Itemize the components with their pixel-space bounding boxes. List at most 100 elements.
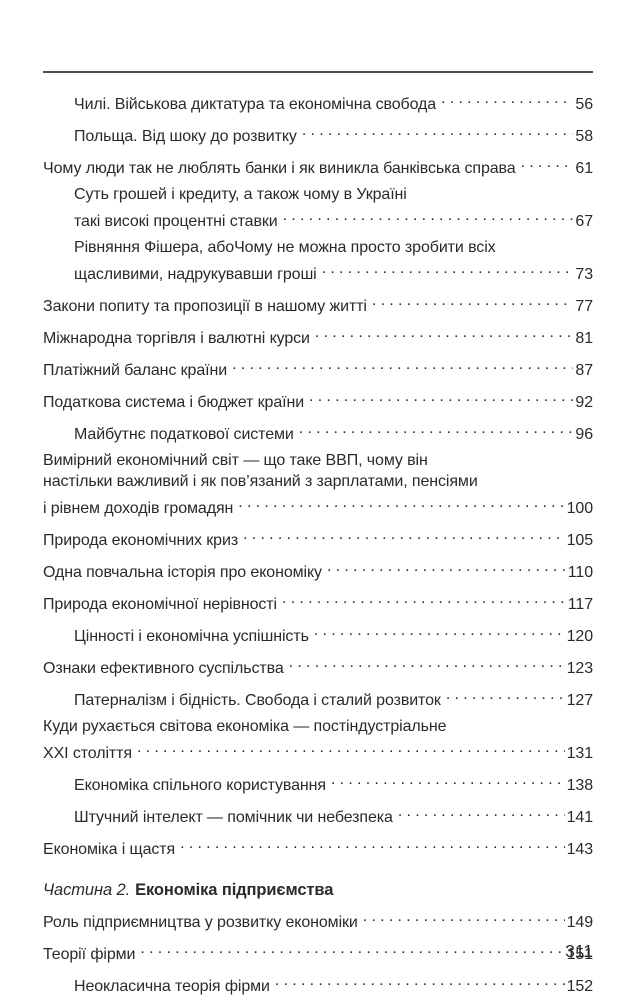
- toc-entry-text: Цінності і економічна успішність: [74, 628, 309, 645]
- toc-entry-text: Куди рухається світова економіка — пості…: [43, 718, 447, 735]
- toc-entry-row: Штучний інтелект — помічник чи небезпека…: [74, 801, 593, 828]
- toc-entry-row: Неокласична теорія фірми 152: [74, 970, 593, 997]
- toc-entry-page: 143: [566, 841, 594, 858]
- toc-entry-text: Теорії фірми: [43, 946, 136, 963]
- toc-entry-row: Патерналізм і бідність. Свобода і сталий…: [74, 684, 593, 711]
- toc-entry: Закони попиту та пропозиції в нашому жит…: [43, 290, 593, 317]
- toc-entry-text: Платіжний баланс країни: [43, 362, 228, 379]
- dot-leader: [270, 970, 567, 991]
- dot-leader: [297, 120, 576, 141]
- toc-entry-text: Чому люди так не люблять банки і як вини…: [43, 160, 516, 177]
- toc-entry-text: Закони попиту та пропозиції в нашому жит…: [43, 298, 367, 315]
- dot-leader: [516, 152, 576, 173]
- toc-entry-text: Природа економічної нерівності: [43, 596, 277, 613]
- toc-entry: Чому люди так не люблять банки і як вини…: [43, 152, 593, 179]
- toc-entry: Куди рухається світова економіка — пості…: [43, 716, 593, 764]
- toc-entry: Економіка і щастя 143: [43, 833, 593, 860]
- toc-entry-row: Одна повчальна історія про економіку 110: [43, 556, 593, 583]
- dot-leader: [367, 290, 576, 311]
- toc-entry-page: 96: [575, 426, 593, 443]
- toc-entry: Неокласична теорія фірми 152: [43, 970, 593, 997]
- toc-entry: Теорії фірми 151: [43, 938, 593, 965]
- dot-leader: [238, 524, 567, 545]
- toc-entry-row: такі високі процентні ставки 67: [74, 205, 593, 232]
- toc-entry-row: Польща. Від шоку до розвитку 58: [74, 120, 593, 147]
- dot-leader: [309, 620, 567, 641]
- dot-leader: [294, 418, 576, 439]
- toc-entry-text: Чилі. Військова диктатура та економічна …: [74, 96, 437, 113]
- toc-entry-text: Неокласична теорія фірми: [74, 978, 270, 995]
- toc-entry-page: 87: [575, 362, 593, 379]
- toc-entry-text: Майбутнє податкової системи: [74, 426, 294, 443]
- toc-entry-page: 141: [566, 809, 594, 826]
- toc-entry-row: ХХІ століття 131: [43, 737, 593, 764]
- dot-leader: [277, 588, 568, 609]
- toc-entry: Цінності і економічна успішність 120: [43, 620, 593, 647]
- toc-entry-page: 131: [566, 745, 594, 762]
- toc-entry-text: такі високі процентні ставки: [74, 213, 278, 230]
- toc-entry-page: 105: [566, 532, 594, 549]
- toc-entry-page: 117: [567, 596, 593, 613]
- toc-entry-page: 151: [566, 946, 594, 963]
- toc-entry-page: 110: [567, 564, 593, 581]
- toc-entry-row: Чому люди так не люблять банки і як вини…: [43, 152, 593, 179]
- dot-leader: [322, 556, 568, 577]
- toc-entry-text: Роль підприємництва у розвитку економіки: [43, 914, 358, 931]
- dot-leader: [175, 833, 567, 854]
- toc-entry-text: Штучний інтелект — помічник чи небезпека: [74, 809, 393, 826]
- toc-entry-text: Суть грошей і кредиту, а також чому в Ук…: [74, 186, 407, 203]
- toc-entry-text: Податкова система і бюджет країни: [43, 394, 305, 411]
- toc-entry-text: Економіка спільного користування: [74, 777, 326, 794]
- toc-entry-row: Економіка і щастя 143: [43, 833, 593, 860]
- toc-entry-text: Міжнародна торгівля і валютні курси: [43, 330, 310, 347]
- toc-entry: Чилі. Військова диктатура та економічна …: [43, 88, 593, 115]
- toc-entry-row: Міжнародна торгівля і валютні курси 81: [43, 322, 593, 349]
- toc-entry-page: 73: [575, 266, 593, 283]
- toc-entry: Ознаки ефективного суспільства 123: [43, 652, 593, 679]
- toc-entry-text: Патерналізм і бідність. Свобода і сталий…: [74, 692, 441, 709]
- dot-leader: [284, 652, 567, 673]
- toc-entry-row: Закони попиту та пропозиції в нашому жит…: [43, 290, 593, 317]
- toc-entry-text: щасливими, надрукувавши гроші: [74, 266, 317, 283]
- toc-entry: Рівняння Фішера, абоЧому не можна просто…: [43, 237, 593, 285]
- part-heading: Частина 2. Економіка підприємства: [43, 880, 593, 901]
- toc-entry-row: Роль підприємництва у розвитку економіки…: [43, 906, 593, 933]
- toc-entry-page: 77: [575, 298, 593, 315]
- toc-entry-row: щасливими, надрукувавши гроші 73: [74, 258, 593, 285]
- dot-leader: [310, 322, 575, 343]
- toc-entry-text: Ознаки ефективного суспільства: [43, 660, 284, 677]
- toc-entry-text: ХХІ століття: [43, 745, 132, 762]
- toc-entry: Патерналізм і бідність. Свобода і сталий…: [43, 684, 593, 711]
- toc-entry-page: 92: [575, 394, 593, 411]
- toc-entry-page: 67: [575, 213, 593, 230]
- toc-entry-row: Платіжний баланс країни 87: [43, 354, 593, 381]
- toc-entry-row: Податкова система і бюджет країни 92: [43, 386, 593, 413]
- toc-entry-row: Економіка спільного користування 138: [74, 769, 593, 796]
- toc-entry-page: 152: [566, 978, 594, 995]
- toc-entry-page: 56: [575, 96, 593, 113]
- toc-entry-text: Вимірний економічний світ — що таке ВВП,…: [43, 452, 428, 469]
- dot-leader: [227, 354, 575, 375]
- toc-entry-text: Економіка і щастя: [43, 841, 176, 858]
- toc-entry: Природа економічних криз 105: [43, 524, 593, 551]
- dot-leader: [132, 737, 567, 758]
- toc-entry: Майбутнє податкової системи 96: [43, 418, 593, 445]
- dot-leader: [358, 906, 567, 927]
- toc-entry: Податкова система і бюджет країни 92: [43, 386, 593, 413]
- toc-entry-text: Природа економічних криз: [43, 532, 239, 549]
- toc-entry-row: Чилі. Військова диктатура та економічна …: [74, 88, 593, 115]
- toc-entry: Польща. Від шоку до розвитку 58: [43, 120, 593, 147]
- toc-entry-text: Одна повчальна історія про економіку: [43, 564, 322, 581]
- dot-leader: [441, 684, 567, 705]
- toc-entry-row: Теорії фірми 151: [43, 938, 593, 965]
- dot-leader: [393, 801, 567, 822]
- toc-entry: Міжнародна торгівля і валютні курси 81: [43, 322, 593, 349]
- toc-entry-page: 149: [566, 914, 594, 931]
- toc-entry-page: 100: [566, 500, 594, 517]
- dot-leader: [278, 205, 576, 226]
- page-number: 311: [565, 941, 593, 961]
- toc-entry-page: 81: [575, 330, 593, 347]
- toc-entry-text: Польща. Від шоку до розвитку: [74, 128, 297, 145]
- toc-entry: Природа економічної нерівності 117: [43, 588, 593, 615]
